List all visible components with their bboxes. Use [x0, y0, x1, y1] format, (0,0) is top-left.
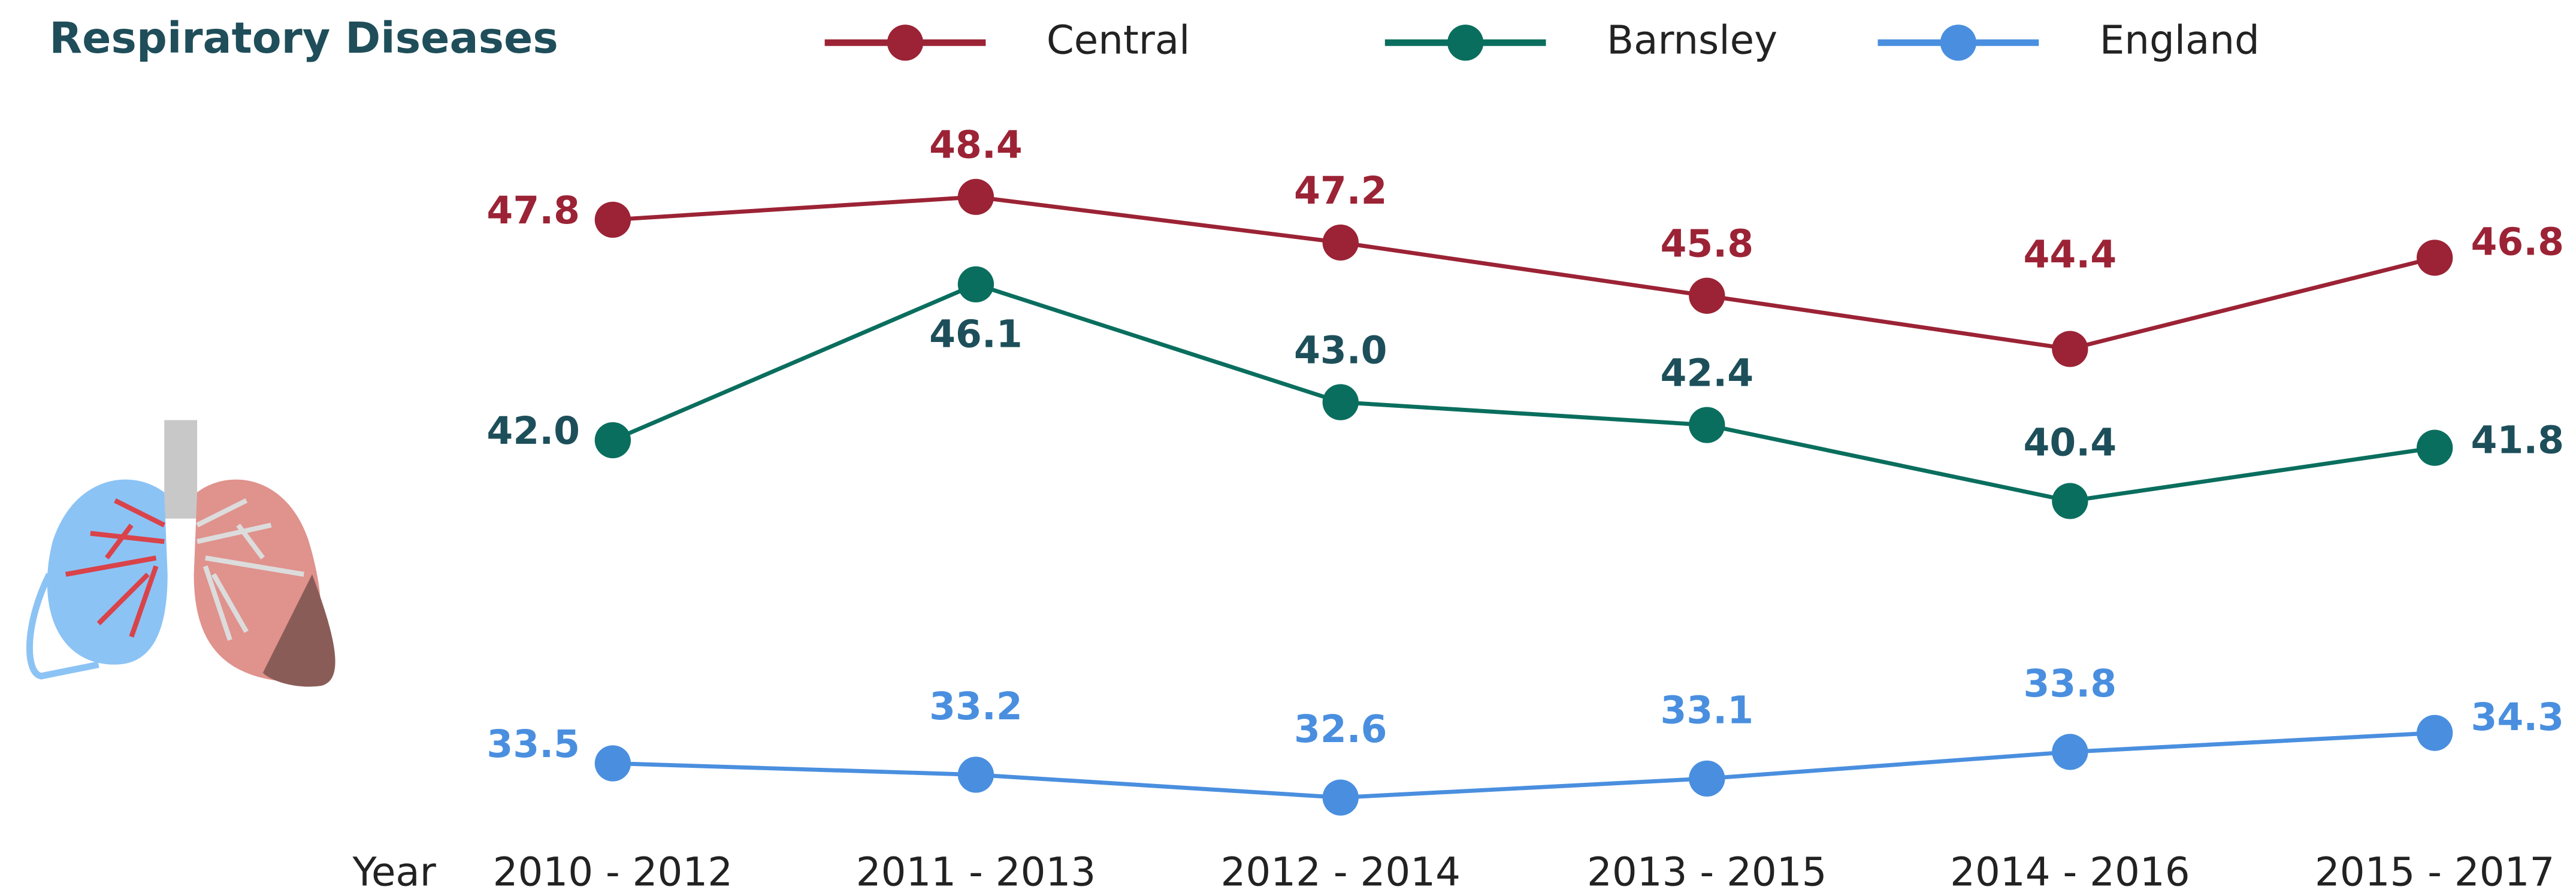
- x-tick-label: 2014 - 2016: [1950, 849, 2190, 895]
- page: Respiratory Diseases Year Central Barnsle…: [0, 0, 2576, 896]
- value-label: 42.0: [486, 408, 580, 453]
- lung-icon: [29, 420, 335, 686]
- data-point: [1689, 278, 1725, 314]
- value-label: 47.2: [1294, 168, 1387, 213]
- legend-marker: [1940, 25, 1976, 60]
- data-point: [1689, 407, 1725, 443]
- legend-marker: [887, 25, 923, 60]
- chart-title: Respiratory Diseases: [49, 13, 558, 63]
- series-line: [613, 197, 2435, 349]
- data-point: [2417, 715, 2453, 751]
- data-point: [958, 756, 994, 792]
- data-point: [595, 745, 631, 781]
- series-line: [613, 733, 2435, 798]
- legend-label: Central: [1047, 17, 1190, 63]
- chart: Respiratory Diseases Year Central Barnsle…: [0, 0, 2576, 896]
- legend-label: Barnsley: [1607, 17, 1777, 63]
- value-label: 44.4: [2024, 232, 2117, 276]
- value-label: 34.3: [2471, 695, 2564, 739]
- x-tick-label: 2011 - 2013: [856, 849, 1096, 895]
- value-label: 42.4: [1660, 351, 1753, 395]
- x-axis-label: Year: [352, 849, 437, 895]
- data-point: [1323, 225, 1359, 261]
- value-label: 47.8: [486, 188, 580, 232]
- series-line: [613, 284, 2435, 501]
- data-point: [2417, 240, 2453, 276]
- x-tick-label: 2010 - 2012: [493, 849, 733, 895]
- value-label: 46.8: [2471, 220, 2564, 264]
- data-point: [595, 202, 631, 238]
- data-point: [595, 422, 631, 458]
- data-point: [1323, 779, 1359, 815]
- value-label: 48.4: [929, 123, 1023, 167]
- legend-marker: [1447, 25, 1483, 60]
- data-point: [958, 179, 994, 215]
- value-label: 33.1: [1660, 688, 1753, 732]
- data-point: [2052, 483, 2088, 519]
- value-label: 40.4: [2024, 420, 2117, 464]
- x-tick-label: 2013 - 2015: [1587, 849, 1827, 895]
- data-point: [2052, 734, 2088, 770]
- legend-label: England: [2100, 17, 2260, 63]
- data-point: [2417, 430, 2453, 466]
- value-label: 32.6: [1294, 707, 1387, 751]
- value-label: 33.2: [929, 684, 1023, 728]
- data-point: [1323, 384, 1359, 420]
- data-point: [1689, 761, 1725, 797]
- value-label: 45.8: [1660, 222, 1753, 266]
- data-point: [958, 267, 994, 302]
- value-label: 43.0: [1294, 328, 1387, 372]
- value-label: 41.8: [2471, 418, 2564, 462]
- value-label: 46.1: [929, 312, 1023, 356]
- value-label: 33.5: [486, 722, 580, 766]
- x-tick-label: 2015 - 2017: [2315, 849, 2554, 895]
- data-point: [2052, 331, 2088, 367]
- x-tick-label: 2012 - 2014: [1221, 849, 1461, 895]
- value-label: 33.8: [2024, 661, 2117, 706]
